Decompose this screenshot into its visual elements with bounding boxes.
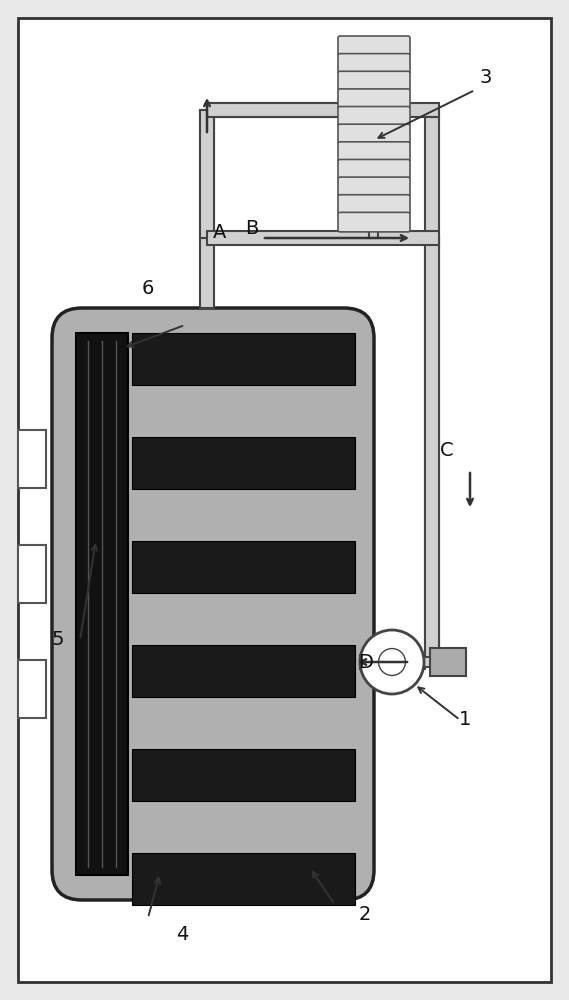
Text: C: C [440,441,453,460]
Text: 4: 4 [176,925,188,944]
Bar [76,333,128,875]
FancyBboxPatch shape [338,159,410,179]
Bar [207,103,439,117]
FancyBboxPatch shape [338,107,410,126]
Text: D: D [358,653,373,672]
Text: 6: 6 [142,279,154,298]
Bar [200,110,214,238]
Bar [200,110,214,308]
Bar [132,853,355,905]
FancyBboxPatch shape [52,308,374,900]
FancyBboxPatch shape [338,195,410,214]
FancyBboxPatch shape [338,124,410,144]
Text: 3: 3 [480,68,492,87]
Bar [207,231,439,245]
FancyBboxPatch shape [338,36,410,56]
Bar [18,430,46,488]
Bar [132,541,355,593]
Bar [132,333,355,385]
FancyBboxPatch shape [338,89,410,108]
Bar [425,238,439,662]
Bar [18,545,46,603]
Text: 1: 1 [459,710,471,729]
FancyBboxPatch shape [338,212,410,232]
Bar [207,103,381,117]
Text: A: A [213,223,226,242]
FancyBboxPatch shape [338,177,410,197]
FancyBboxPatch shape [338,71,410,91]
Bar [360,655,374,669]
Bar [425,110,439,662]
Bar [430,648,466,676]
Bar [132,645,355,697]
FancyBboxPatch shape [338,54,410,73]
Bar [18,660,46,718]
Bar [369,230,378,238]
FancyBboxPatch shape [338,142,410,161]
Text: 2: 2 [359,905,371,924]
Text: 5: 5 [52,630,64,649]
Text: B: B [245,219,258,238]
Bar [132,749,355,801]
Circle shape [378,649,406,675]
Bar [367,40,381,110]
Bar [362,655,425,669]
Circle shape [360,630,424,694]
Bar [132,437,355,489]
Bar [424,657,466,667]
